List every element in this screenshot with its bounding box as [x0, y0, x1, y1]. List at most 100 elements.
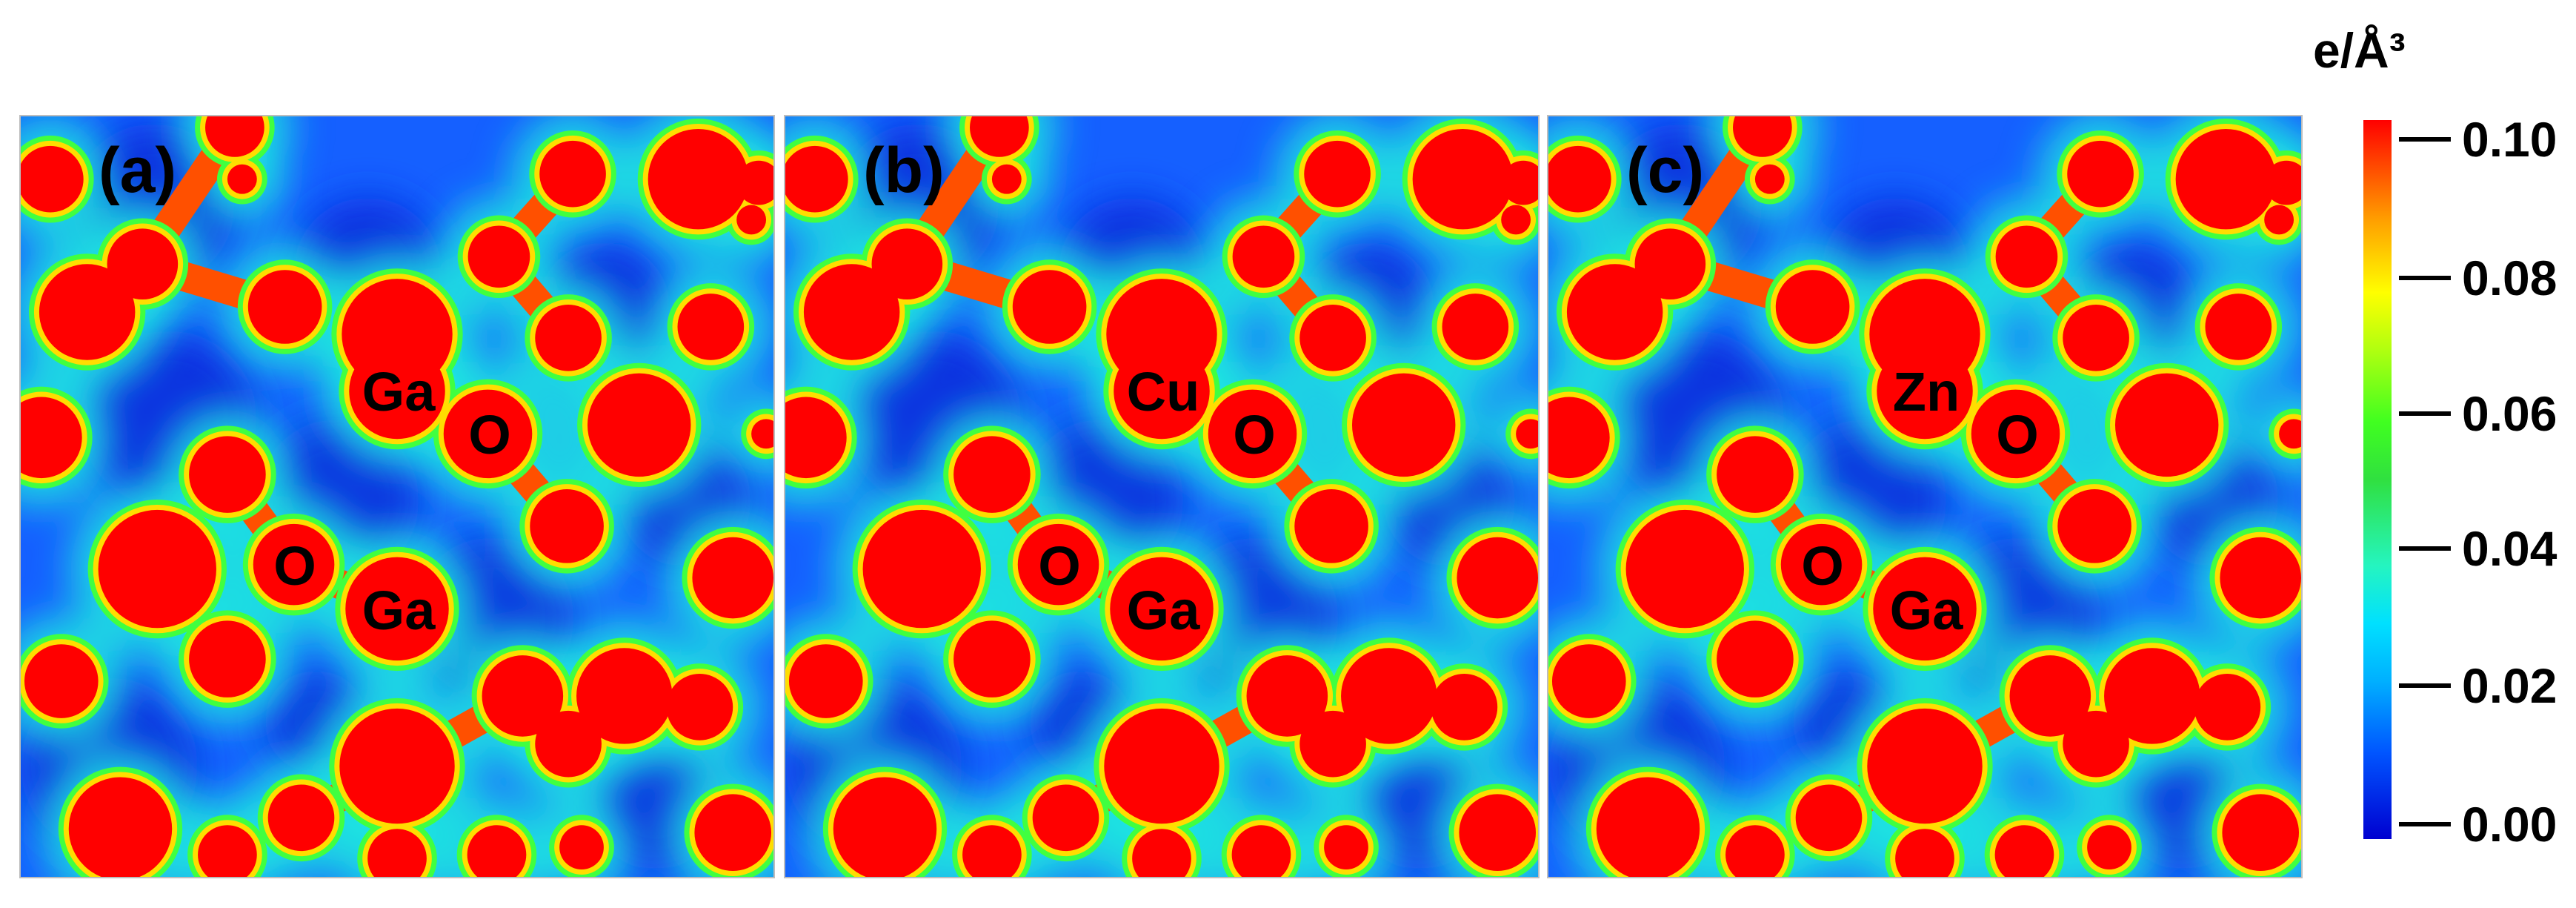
atom-core	[1795, 784, 1863, 852]
colorbar-tick-label: 0.04	[2462, 521, 2557, 576]
atom-core	[1208, 389, 1297, 479]
atom-label-top-metal-b: Cu	[1126, 361, 1200, 422]
atom-core	[751, 419, 773, 449]
atom-core	[1341, 648, 1437, 744]
atom-core	[1231, 825, 1291, 877]
atom-core	[349, 342, 445, 440]
atom-core	[189, 620, 266, 697]
atom-core	[21, 397, 82, 479]
atom-core	[1895, 829, 1954, 877]
atom-core	[953, 436, 1031, 513]
atom-core	[205, 116, 264, 157]
colorbar-tick-label: 0.00	[2462, 797, 2557, 852]
atom-core	[666, 674, 733, 740]
atom-core	[991, 164, 1022, 194]
colorbar-tick-label: 0.06	[2462, 386, 2557, 441]
charge-density-map-b	[785, 116, 1538, 877]
atom-label-bottom-o-b: O	[1038, 535, 1081, 597]
atom-core	[1442, 294, 1509, 360]
atom-core	[694, 794, 772, 872]
atom-core	[1324, 825, 1368, 870]
atom-core	[198, 825, 257, 877]
atom-core	[1017, 523, 1099, 606]
atom-label-top-metal-a: Ga	[362, 361, 436, 422]
atom-core	[1431, 674, 1498, 740]
atom-core	[1501, 205, 1531, 235]
atom-core	[2067, 140, 2134, 208]
atom-core	[1877, 342, 1973, 440]
atom-core	[803, 264, 900, 360]
atom-core	[1780, 523, 1863, 606]
atom-label-top-metal-c: Zn	[1892, 361, 1960, 422]
atom-label-top-o-c: O	[1996, 404, 2039, 465]
atom-core	[1566, 264, 1663, 360]
atom-core	[227, 164, 257, 194]
atom-core	[1032, 784, 1099, 852]
colorbar-tick-label: 0.02	[2462, 658, 2557, 713]
atom-label-top-o-a: O	[468, 404, 511, 465]
atom-core	[1351, 373, 1456, 477]
atom-core	[692, 537, 773, 619]
atom-core	[1867, 708, 1983, 824]
charge-density-map-a	[21, 116, 773, 877]
atom-core	[1246, 655, 1328, 737]
atom-core	[1459, 794, 1537, 872]
atom-core	[1457, 537, 1538, 619]
atom-core	[1733, 116, 1792, 157]
density-panel-a: (a) Ga O O Ga	[19, 115, 775, 878]
atom-core	[2264, 205, 2294, 235]
atom-core	[98, 509, 216, 629]
atom-core	[677, 294, 745, 360]
atom-core	[1873, 557, 1977, 661]
atom-label-bottom-o-c: O	[1801, 535, 1844, 597]
atom-core	[576, 648, 673, 744]
atom-core	[1412, 128, 1514, 230]
colorbar-tick-line	[2399, 546, 2451, 551]
atom-core	[970, 116, 1029, 157]
atom-core	[1625, 509, 1744, 629]
atom-core	[1634, 228, 1706, 300]
atom-label-bottom-metal-b: Ga	[1126, 580, 1200, 641]
atom-core	[736, 205, 767, 235]
atom-core	[1299, 710, 1366, 778]
atom-core	[1775, 270, 1850, 344]
atom-core	[2114, 373, 2219, 477]
atom-core	[443, 389, 533, 479]
atom-core	[367, 829, 427, 877]
atom-core	[2057, 489, 2131, 563]
atom-core	[1725, 825, 1785, 877]
colorbar-unit: e/Å³	[2313, 23, 2406, 78]
atom-core	[2175, 128, 2277, 230]
atom-core	[467, 825, 527, 877]
panel-tag-a: (a)	[99, 135, 177, 206]
atom-core	[1717, 436, 1794, 513]
atom-core	[535, 710, 602, 778]
atom-core	[833, 777, 937, 877]
atom-core	[1114, 342, 1210, 440]
atom-core	[1132, 829, 1191, 877]
colorbar	[2363, 120, 2392, 839]
atom-core	[530, 489, 604, 563]
atom-core	[1596, 777, 1700, 877]
atom-core	[2087, 825, 2131, 870]
colorbar-tick-line	[2399, 137, 2451, 142]
colorbar-tick-label: 0.08	[2462, 251, 2557, 305]
atom-core	[1304, 140, 1371, 208]
atom-core	[2009, 655, 2091, 737]
density-panel-c: (c) Zn O O Ga	[1547, 115, 2303, 878]
atom-core	[2063, 305, 2129, 371]
colorbar-tick-label: 0.10	[2462, 112, 2557, 167]
atom-core	[345, 557, 449, 661]
atom-core	[1110, 557, 1214, 661]
atom-core	[648, 128, 749, 230]
atom-core	[953, 620, 1031, 697]
atom-core	[1548, 397, 1610, 479]
charge-density-map-c	[1548, 116, 2301, 877]
atom-core	[871, 228, 943, 300]
atom-core	[736, 160, 773, 205]
atom-core	[1501, 160, 1538, 205]
atom-core	[482, 655, 564, 737]
atom-core	[1012, 270, 1087, 344]
atom-core	[1971, 389, 2060, 479]
atom-core	[1994, 825, 2054, 877]
